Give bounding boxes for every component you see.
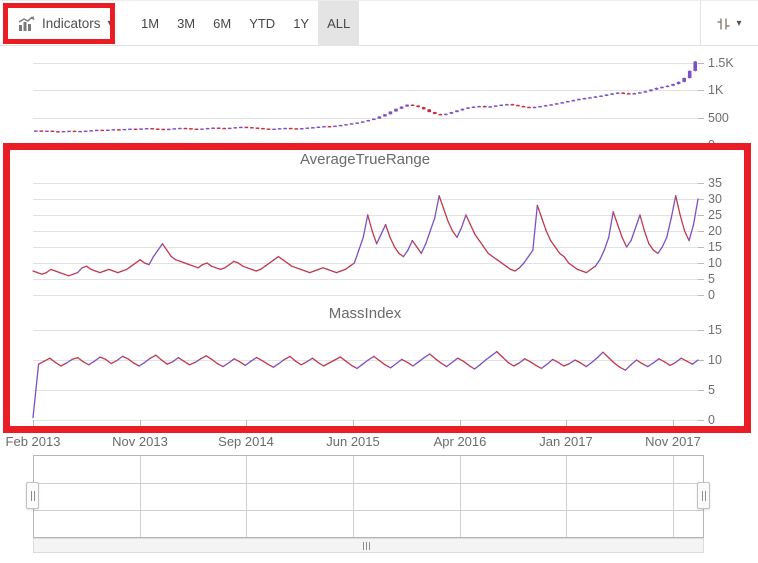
x-axis-tick [140,420,141,427]
y-axis-label: 20 [708,224,722,238]
navigator-gridline [34,510,703,511]
y-axis-label: 500 [708,111,729,125]
navigator-gridline [140,456,141,537]
y-gridline [33,279,698,280]
period-button-6m[interactable]: 6M [213,16,232,31]
series-type-dropdown-button[interactable]: ▾ [706,1,752,46]
y-axis-label: 15 [708,323,722,337]
navigator-gridline [566,456,567,537]
y-gridline [33,390,698,391]
period-button-1m[interactable]: 1M [141,16,160,31]
x-axis-label: Jan 2017 [539,434,593,449]
range-slider-left-handle[interactable] [26,482,39,509]
y-axis-tick [698,279,704,280]
y-axis-label: 10 [708,256,722,270]
y-axis-tick [698,390,704,391]
y-axis-label: 1.5K [708,56,734,70]
y-axis-label: 10 [708,353,722,367]
toolbar: Indicators ▾ 1M 3M 6M YTD 1Y ALL ▾ [0,0,758,46]
y-axis-tick [698,420,704,421]
period-button-all[interactable]: ALL [318,1,360,46]
y-gridline [33,183,698,184]
navigator-gridline [673,456,674,537]
range-navigator-scrollbar[interactable] [33,538,704,553]
x-axis-tick [460,420,461,427]
y-gridline [33,231,698,232]
navigator-gridline [34,483,703,484]
y-axis-tick [698,295,704,296]
y-axis-tick [698,330,704,331]
y-axis-tick [698,360,704,361]
y-gridline [33,420,698,421]
period-selector: 1M 3M 6M YTD 1Y ALL [132,1,360,46]
y-gridline [33,118,698,119]
y-gridline [33,360,698,361]
period-button-ytd[interactable]: YTD [249,16,276,31]
y-gridline [33,145,698,146]
x-axis-label: Apr 2016 [433,434,487,449]
y-axis-tick [698,63,704,64]
indicators-label: Indicators [42,16,101,31]
y-gridline [33,215,698,216]
x-axis-label: Nov 2013 [112,434,168,449]
y-axis-label: 30 [708,192,722,206]
y-axis-tick [698,247,704,248]
series-type-icon [717,18,730,29]
y-axis-tick [698,183,704,184]
range-slider-right-handle[interactable] [697,482,710,509]
navigator-gridline [353,456,354,537]
period-button-3m[interactable]: 3M [177,16,196,31]
y-axis-label: 5 [708,272,715,286]
x-axis-tick [566,420,567,427]
navigator-gridline [246,456,247,537]
scrollbar-grip-icon[interactable] [363,542,370,550]
y-axis-tick [698,263,704,264]
y-gridline [33,263,698,264]
x-axis-tick [353,420,354,427]
y-gridline [33,63,698,64]
period-button-1y[interactable]: 1Y [293,16,310,31]
x-axis-label: Sep 2014 [218,434,274,449]
y-axis-tick [698,231,704,232]
y-gridline [33,295,698,296]
y-axis-tick [698,145,704,146]
atr-panel-title: AverageTrueRange [299,151,431,168]
toolbar-separator [700,1,701,46]
chevron-down-icon: ▾ [736,18,742,29]
y-axis-label: 35 [708,176,722,190]
range-navigator[interactable] [33,455,704,538]
y-axis-tick [698,215,704,216]
chevron-down-icon: ▾ [107,18,113,29]
y-axis-label: 0 [708,138,715,152]
massindex-panel-title: MassIndex [328,305,402,322]
y-axis-label: 5 [708,383,715,397]
y-axis-label: 0 [708,413,715,427]
y-axis-label: 25 [708,208,722,222]
y-axis-tick [698,199,704,200]
x-axis-label: Feb 2013 [5,434,61,449]
y-gridline [33,247,698,248]
navigator-gridline [460,456,461,537]
x-axis-tick [673,420,674,427]
y-axis-label: 15 [708,240,722,254]
indicators-dropdown-button[interactable]: Indicators ▾ [18,1,113,46]
y-axis-label: 1K [708,83,724,97]
x-axis-tick [33,420,34,427]
y-axis-label: 0 [708,288,715,302]
y-axis-tick [698,90,704,91]
y-axis-tick [698,118,704,119]
y-gridline [33,199,698,200]
x-axis-label: Jun 2015 [326,434,380,449]
x-axis-tick [246,420,247,427]
y-gridline [33,90,698,91]
x-axis-label: Nov 2017 [645,434,701,449]
indicators-chart-icon [18,15,35,31]
y-gridline [33,330,698,331]
